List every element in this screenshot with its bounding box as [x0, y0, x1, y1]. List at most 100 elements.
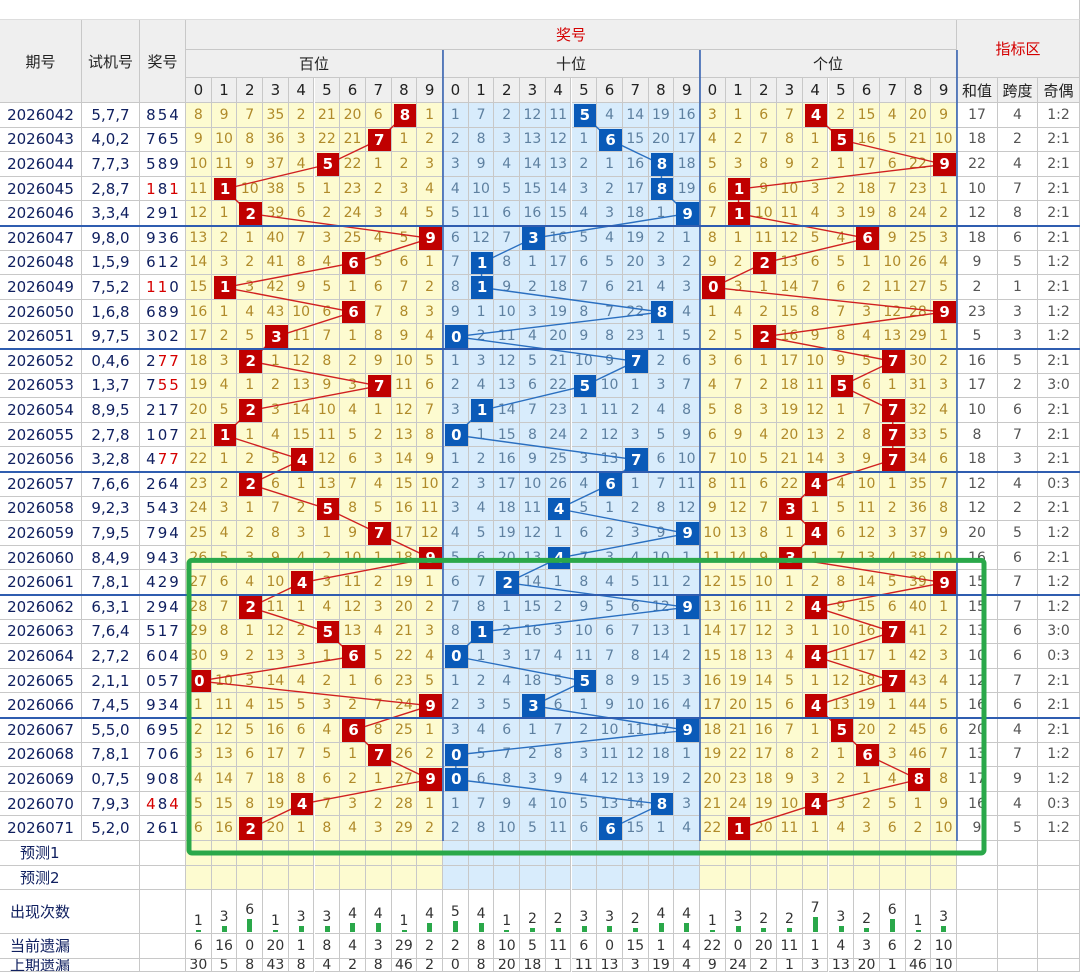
omission-cell: 25 — [186, 521, 212, 546]
period-cell: 2026063 — [0, 619, 82, 645]
omission-cell: 6 — [468, 545, 495, 571]
span-cell: 6 — [998, 398, 1038, 423]
omission-cell: 1 — [391, 127, 418, 153]
omission-cell: 6 — [314, 299, 341, 325]
omission-cell: 3 — [365, 595, 392, 620]
omission-cell: 10 — [545, 791, 572, 817]
units-hit-marker: 6 — [856, 227, 879, 250]
draw-digit: 2 — [169, 253, 179, 272]
omission-cell: 1 — [417, 250, 443, 276]
appear-bar — [375, 923, 381, 933]
span-cell: 2 — [998, 127, 1038, 153]
omission-cell: 1 — [879, 472, 906, 497]
omission-cell: 10 — [700, 521, 726, 546]
sum-cell: 12 — [957, 472, 998, 497]
odd-even-cell: 2:1 — [1038, 226, 1080, 251]
period-cell: 2026042 — [0, 103, 82, 128]
omission-cell: 6 — [443, 570, 469, 595]
omission-cell: 5 — [494, 693, 521, 718]
omission-cell: 4 — [597, 103, 623, 128]
hundreds-hit-marker: 7 — [367, 128, 391, 152]
omission-cell: 14 — [391, 447, 418, 472]
current-cell: 0 — [725, 934, 752, 959]
omission-cell: 35 — [905, 472, 932, 497]
omission-cell: 5 — [828, 496, 855, 522]
omission-cell: 30 — [186, 644, 212, 669]
omission-cell: 2 — [211, 472, 238, 497]
omission-cell: 2 — [725, 250, 752, 276]
draw-digit: 4 — [169, 105, 179, 124]
omission-cell: 12 — [340, 595, 366, 620]
omission-cell: 3 — [777, 619, 803, 645]
appear-count: 2 — [553, 910, 563, 927]
draw-digit: 2 — [146, 597, 156, 616]
prediction-cell — [545, 841, 572, 866]
appear-cell: 4 — [648, 890, 675, 935]
omission-cell: 15 — [751, 693, 778, 718]
prediction-cell — [751, 841, 778, 866]
test-number-cell: 3,2,8 — [82, 447, 140, 472]
omission-cell: 31 — [905, 373, 932, 399]
prediction-cell — [700, 865, 726, 891]
omission-cell: 18 — [520, 668, 546, 694]
omission-cell: 2 — [237, 521, 264, 546]
omission-cell: 5 — [520, 816, 546, 841]
period-cell: 2026062 — [0, 595, 82, 620]
prediction-indicator-cell — [1038, 865, 1080, 891]
omission-cell: 7 — [777, 103, 803, 128]
omission-cell: 15 — [622, 816, 649, 841]
header-digit: 2 — [237, 78, 264, 103]
omission-cell: 4 — [211, 373, 238, 399]
prev-cell: 8 — [468, 958, 495, 972]
test-number-cell: 0,4,6 — [82, 349, 140, 374]
omission-cell: 9 — [365, 349, 392, 374]
omission-cell: 3 — [571, 176, 598, 202]
prediction-blank — [140, 841, 186, 866]
omission-cell: 2 — [468, 324, 495, 349]
appear-bar — [864, 927, 870, 933]
prev-cell: 5 — [211, 958, 238, 972]
omission-cell: 16 — [777, 324, 803, 349]
omission-cell: 3 — [314, 693, 341, 718]
omission-cell: 6 — [288, 201, 315, 226]
header-digit: 9 — [674, 78, 700, 103]
omission-cell: 13 — [597, 791, 623, 817]
omission-cell: 6 — [186, 816, 212, 841]
period-cell: 2026071 — [0, 816, 82, 841]
tens-hit-marker: 9 — [676, 202, 699, 225]
omission-cell: 12 — [828, 668, 855, 694]
omission-cell: 9 — [828, 349, 855, 374]
appear-bar — [838, 925, 844, 933]
draw-digit: 3 — [169, 499, 179, 518]
units-hit-marker: 2 — [753, 251, 777, 275]
omission-cell: 11 — [288, 324, 315, 349]
omission-cell: 17 — [391, 521, 418, 546]
tens-hit-marker: 7 — [624, 350, 648, 373]
omission-cell: 20 — [854, 718, 880, 743]
omission-cell: 4 — [879, 103, 906, 128]
units-hit-marker: 7 — [881, 448, 905, 471]
omission-cell: 11 — [674, 472, 700, 497]
sum-cell: 15 — [957, 570, 998, 595]
omission-cell: 18 — [391, 545, 418, 571]
appear-cell: 1 — [905, 890, 932, 935]
omission-cell: 2 — [186, 718, 212, 743]
header-digit: 5 — [828, 78, 855, 103]
omission-cell: 19 — [854, 201, 880, 226]
omission-cell: 1 — [802, 619, 829, 645]
odd-even-cell: 0:3 — [1038, 472, 1080, 497]
omission-cell: 12 — [777, 226, 803, 251]
omission-cell: 2 — [417, 816, 443, 841]
hundreds-hit-marker: 6 — [342, 719, 365, 742]
prediction-cell — [622, 865, 649, 891]
omission-cell: 10 — [211, 668, 238, 694]
appear-blank — [140, 890, 186, 935]
draw-digit: 5 — [157, 105, 168, 124]
omission-cell: 1 — [828, 398, 855, 423]
omission-cell: 2 — [237, 250, 264, 276]
omission-cell: 9 — [597, 693, 623, 718]
draw-digit: 6 — [146, 720, 156, 739]
appear-cell: 1 — [391, 890, 418, 935]
